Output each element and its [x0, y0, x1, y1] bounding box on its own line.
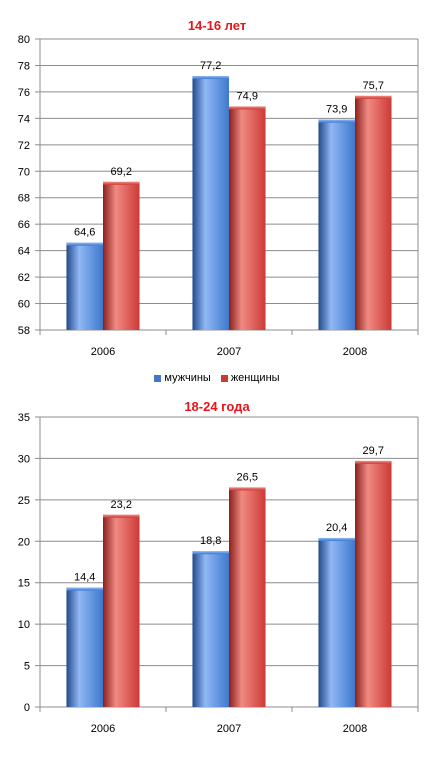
bar-top-highlight	[66, 242, 103, 246]
legend-label-women: женщины	[230, 372, 280, 384]
data-label: 64,6	[74, 227, 95, 239]
data-label: 73,9	[326, 104, 347, 116]
y-tick-label: 70	[18, 166, 30, 178]
bar-men-2008	[318, 119, 355, 330]
data-label: 69,2	[111, 166, 132, 178]
bar-women-2006	[103, 514, 140, 707]
data-label: 29,7	[363, 445, 384, 457]
y-tick-label: 25	[18, 495, 30, 507]
bar-top-highlight	[103, 514, 140, 518]
bar-top-highlight	[229, 487, 266, 491]
bar-women-2007	[229, 106, 266, 330]
y-tick-label: 80	[18, 34, 30, 46]
data-label: 75,7	[363, 80, 384, 92]
bar-women-2007	[229, 487, 266, 707]
data-label: 77,2	[200, 60, 221, 72]
bar-men-2006	[66, 242, 103, 330]
bar-men-2007	[192, 551, 229, 707]
bar-women-2008	[355, 95, 392, 330]
x-tick-label: 2007	[217, 723, 241, 735]
data-label: 26,5	[237, 471, 258, 483]
bar-top-highlight	[229, 106, 266, 110]
legend: мужчины женщины	[0, 372, 434, 384]
chart-title: 18-24 года	[184, 399, 250, 414]
x-tick-label: 2007	[217, 346, 241, 358]
y-tick-label: 15	[18, 578, 30, 590]
bar-top-highlight	[355, 95, 392, 99]
data-label: 14,4	[74, 572, 95, 584]
bar-top-highlight	[318, 119, 355, 123]
legend-swatch-women	[220, 374, 228, 382]
y-tick-label: 74	[18, 113, 30, 125]
y-tick-label: 78	[18, 60, 30, 72]
bar-women-2006	[103, 181, 140, 330]
y-tick-label: 62	[18, 272, 30, 284]
data-label: 74,9	[237, 90, 258, 102]
bar-top-highlight	[355, 460, 392, 464]
bar-top-highlight	[192, 551, 229, 555]
y-tick-label: 68	[18, 193, 30, 205]
legend-item-men: мужчины	[154, 372, 211, 384]
x-tick-label: 2008	[343, 346, 367, 358]
data-label: 18,8	[200, 535, 221, 547]
y-tick-label: 10	[18, 619, 30, 631]
y-tick-label: 5	[24, 661, 30, 673]
y-tick-label: 72	[18, 140, 30, 152]
legend-label-men: мужчины	[164, 372, 211, 384]
bar-top-highlight	[318, 537, 355, 541]
x-tick-label: 2006	[91, 346, 115, 358]
bar-men-2007	[192, 76, 229, 330]
chart-18-24: 18-24 года 0 5 10 15 20 25 30 35 2006 2007 2008 14,…	[0, 395, 434, 776]
y-tick-label: 35	[18, 412, 30, 424]
chart-14-16: 14-16 лет 58 60 62 64 66 68 70 72 74 76 78 80 2006 20…	[0, 18, 434, 384]
bar-top-highlight	[192, 76, 229, 80]
bar-men-2008	[318, 537, 355, 707]
chart-title: 14-16 лет	[187, 18, 247, 33]
chart-18-24-plot: 0 5 10 15 20 25 30 35 2006 2007 2008 14,4 23,2 18,8 26…	[18, 412, 419, 735]
x-tick-label: 2006	[91, 723, 115, 735]
legend-item-women: женщины	[220, 372, 280, 384]
x-tick-label: 2008	[343, 723, 367, 735]
bar-women-2008	[355, 460, 392, 707]
data-label: 20,4	[326, 522, 347, 534]
legend-swatch-men	[154, 374, 162, 382]
bar-top-highlight	[66, 587, 103, 591]
y-tick-label: 64	[18, 246, 30, 258]
data-label: 23,2	[111, 499, 132, 511]
bar-top-highlight	[103, 181, 140, 185]
y-tick-label: 60	[18, 299, 30, 311]
y-tick-label: 20	[18, 536, 30, 548]
y-tick-label: 58	[18, 325, 30, 337]
y-tick-label: 30	[18, 453, 30, 465]
chart-14-16-plot: 58 60 62 64 66 68 70 72 74 76 78 80 2006 2007 2008 64,6…	[18, 34, 419, 358]
y-tick-label: 0	[24, 702, 30, 714]
bar-men-2006	[66, 587, 103, 707]
y-tick-label: 66	[18, 219, 30, 231]
y-tick-label: 76	[18, 87, 30, 99]
